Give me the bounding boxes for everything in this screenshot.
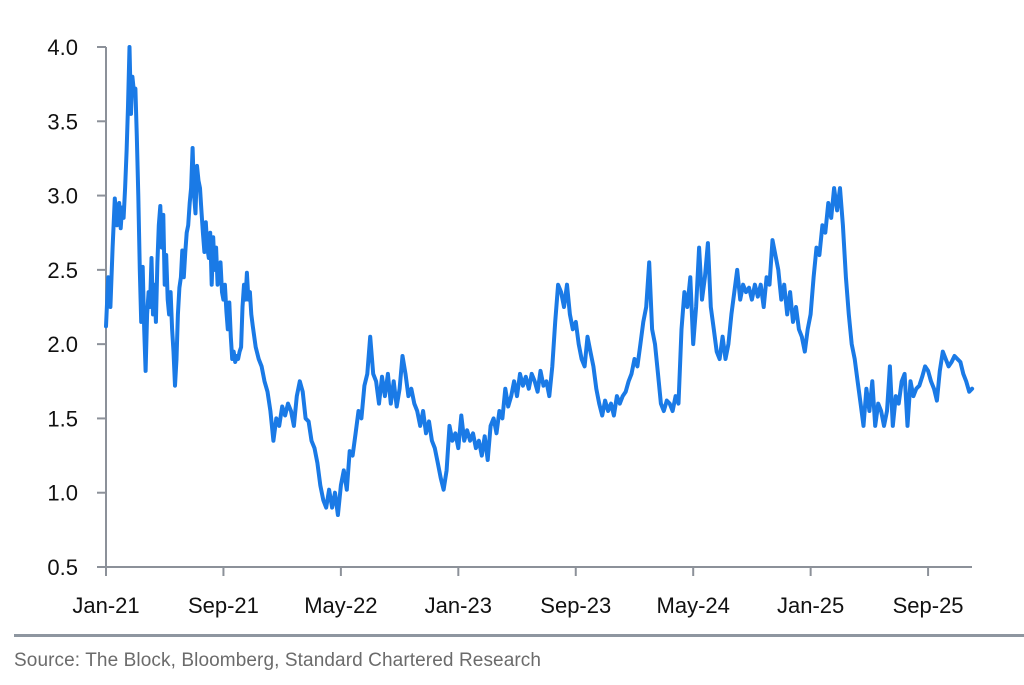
y-axis: 0.5 1.0 1.5 2.0 2.5 3.0 3.5 4.0 bbox=[47, 35, 107, 580]
x-tick-label: Sep-23 bbox=[540, 593, 611, 618]
data-series-line bbox=[104, 45, 975, 517]
y-tick-label: 1.0 bbox=[47, 481, 78, 506]
y-tick-label: 2.5 bbox=[47, 258, 78, 283]
line-chart: 0.5 1.0 1.5 2.0 2.5 3.0 3.5 4.0 Jan-21 Sep-21 May… bbox=[47, 35, 975, 618]
x-tick-label: Sep-21 bbox=[188, 593, 259, 618]
y-tick-label: 3.0 bbox=[47, 184, 78, 209]
y-tick-label: 4.0 bbox=[47, 35, 78, 60]
y-tick-label: 2.0 bbox=[47, 332, 78, 357]
x-axis: Jan-21 Sep-21 May-22 Jan-23 Sep-23 May-24 Jan-… bbox=[72, 566, 972, 618]
footer-divider bbox=[14, 634, 1024, 637]
x-tick-label: Sep-25 bbox=[893, 593, 964, 618]
y-tick-label: 3.5 bbox=[47, 109, 78, 134]
x-tick-label: May-22 bbox=[304, 593, 377, 618]
x-tick-label: Jan-23 bbox=[425, 593, 492, 618]
source-note: Source: The Block, Bloomberg, Standard C… bbox=[14, 650, 542, 671]
x-tick-label: Jan-25 bbox=[777, 593, 844, 618]
x-tick-label: Jan-21 bbox=[72, 593, 139, 618]
x-tick-label: May-24 bbox=[657, 593, 730, 618]
y-tick-label: 0.5 bbox=[47, 555, 78, 580]
y-tick-label: 1.5 bbox=[47, 406, 78, 431]
